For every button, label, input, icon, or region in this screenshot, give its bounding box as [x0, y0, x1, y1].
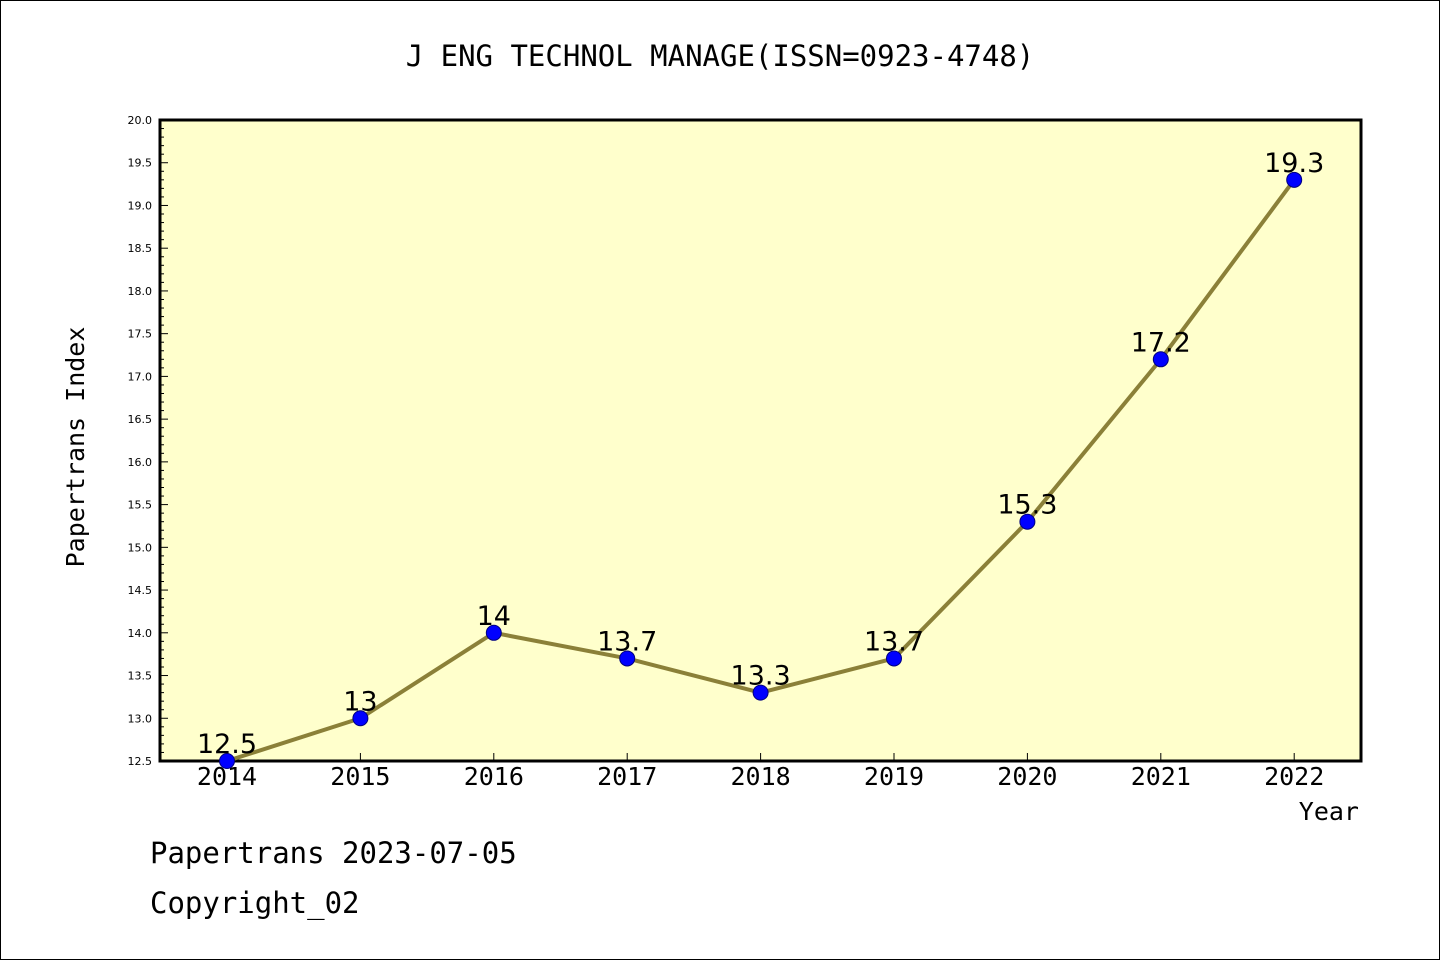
x-tick-label: 2019	[864, 762, 924, 791]
data-point	[1019, 513, 1036, 530]
y-tick-label: 15.5	[128, 499, 153, 512]
x-tick-label: 2017	[597, 762, 657, 791]
y-tick-label: 16.5	[128, 413, 153, 426]
data-point	[485, 624, 502, 641]
y-tick-label: 18.0	[128, 285, 153, 298]
y-tick-label: 20.0	[128, 114, 153, 127]
plot-area	[158, 118, 1363, 763]
footer-copyright: Copyright_02	[150, 886, 360, 920]
data-point	[619, 650, 636, 667]
footer-date: Papertrans 2023-07-05	[150, 836, 517, 870]
data-label: 13.7	[864, 626, 924, 657]
x-tick-label: 2022	[1264, 762, 1324, 791]
y-tick-label: 13.0	[128, 712, 153, 725]
y-tick-label: 12.5	[128, 755, 153, 768]
x-tick-label: 2015	[330, 762, 390, 791]
data-point	[1286, 171, 1303, 188]
y-tick-label: 19.0	[128, 199, 153, 212]
data-label: 13	[343, 686, 377, 717]
data-label: 12.5	[197, 729, 257, 760]
y-tick-label: 13.5	[128, 670, 153, 683]
y-axis: 12.5 13.0 13.5 14.0 14.5 15.0 15.5 16.0 16.5 17.0…	[128, 114, 168, 768]
data-point	[219, 753, 235, 769]
data-label: 14	[477, 601, 511, 632]
y-axis-title: Papertrans Index	[61, 327, 90, 568]
data-point	[886, 650, 902, 667]
data-label: 13.7	[597, 626, 657, 657]
data-label: 19.3	[1264, 148, 1324, 179]
x-tick-label: 2020	[997, 762, 1057, 791]
data-label: 15.3	[997, 490, 1057, 521]
data-point	[1152, 351, 1169, 368]
data-point	[352, 710, 369, 727]
x-axis-title: Year	[1299, 797, 1359, 826]
y-tick-label: 16.0	[128, 456, 153, 469]
series-papertrans-index: 12.5 13 14 13.7 13.3 13.7 15.3 17.2 19.3	[197, 148, 1324, 769]
data-label: 17.2	[1131, 327, 1191, 358]
data-label: 13.3	[731, 661, 791, 692]
x-tick-label: 2018	[730, 762, 790, 791]
y-tick-label: 15.0	[128, 541, 153, 554]
x-tick-label: 2021	[1131, 762, 1191, 791]
y-tick-label: 18.5	[128, 242, 153, 255]
y-tick-label: 17.5	[128, 328, 153, 341]
y-tick-label: 17.0	[128, 370, 153, 383]
chart-title: J ENG TECHNOL MANAGE(ISSN=0923-4748)	[406, 39, 1035, 73]
x-tick-label: 2016	[464, 762, 524, 791]
y-tick-label: 14.5	[128, 584, 153, 597]
y-tick-label: 14.0	[128, 627, 153, 640]
y-tick-label: 19.5	[128, 157, 153, 170]
data-point	[752, 684, 769, 701]
x-axis: 2014 2015 2016 2017 2018 2019 2020 2021 2022	[197, 753, 1324, 791]
